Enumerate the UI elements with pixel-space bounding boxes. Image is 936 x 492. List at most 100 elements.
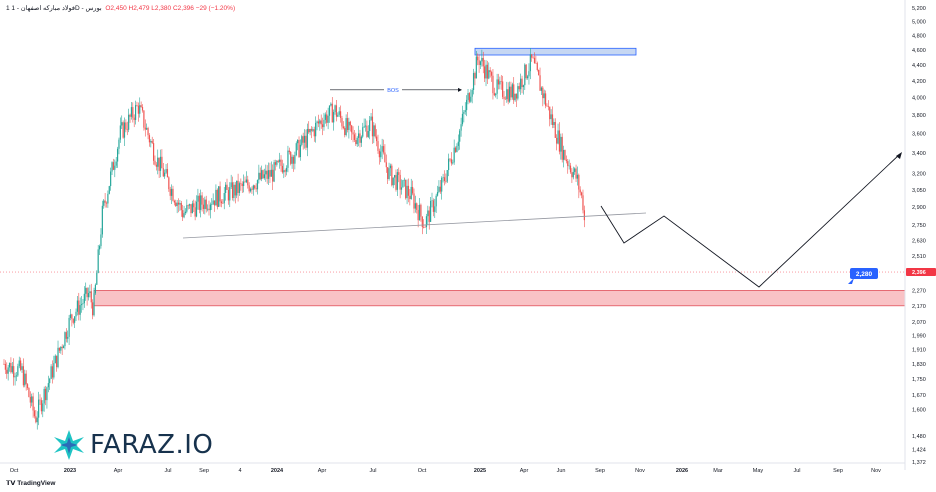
time-tick-label: Sep (199, 468, 209, 474)
candle-body (213, 200, 216, 206)
candle-body (518, 86, 520, 90)
candle-body (72, 318, 74, 323)
candle-body (10, 362, 12, 373)
candle-body (290, 152, 292, 164)
time-tick-label: Apr (520, 468, 529, 474)
candle-body (92, 302, 94, 316)
target-badge (850, 268, 878, 279)
candle-body (11, 366, 13, 373)
tradingview-label: TradingView (17, 480, 56, 487)
watermark-logo: FARAZ.IO (52, 428, 213, 462)
candle-body (104, 200, 106, 203)
candle-body (76, 300, 79, 312)
candle-body (394, 175, 396, 178)
candle-body (173, 200, 175, 203)
candle-body (333, 112, 335, 123)
candle-body (344, 128, 346, 136)
candle-body (266, 170, 268, 179)
candle-body (209, 204, 211, 211)
price-tick-label: 2,270 (912, 288, 926, 294)
price-tick-label: 1,480 (912, 434, 926, 440)
candle-body (449, 158, 451, 160)
candle-body (375, 136, 378, 142)
candle-body (50, 366, 52, 379)
candle-body (108, 186, 110, 194)
last-price-badge (906, 268, 936, 277)
price-tick-label: 5,200 (912, 6, 926, 12)
candle-body (391, 165, 393, 186)
candle-body (249, 188, 252, 192)
candle-body (345, 118, 347, 136)
candle-body (182, 210, 184, 218)
time-tick-label: 2024 (271, 468, 284, 474)
candle-body (80, 304, 83, 306)
candle-body (464, 110, 466, 112)
candle-body (353, 134, 356, 141)
time-tick-label: Jun (557, 468, 566, 474)
candle-body (553, 122, 555, 125)
candle-body (7, 367, 9, 374)
candle-body (450, 159, 452, 164)
candle-body (130, 107, 133, 117)
candle-body (272, 169, 274, 182)
projection-path (600, 153, 901, 288)
candle-body (255, 188, 257, 190)
candle-body (254, 185, 256, 189)
candle-body (436, 192, 439, 196)
candle-body (197, 195, 199, 202)
candle-body (28, 387, 30, 397)
candle-body (453, 147, 455, 163)
candle-body (380, 151, 382, 158)
candle-body (218, 186, 220, 207)
candle-body (294, 155, 296, 164)
candle-body (531, 54, 533, 58)
candle-body (205, 199, 207, 210)
candle-body (511, 84, 513, 98)
target-pointer (848, 278, 854, 284)
candle-body (31, 396, 33, 403)
candle-body (309, 128, 311, 133)
supply-zone (474, 47, 637, 56)
candle-body (32, 396, 34, 411)
candle-body (79, 305, 81, 315)
candle-body (258, 172, 260, 181)
candle-body (281, 165, 284, 173)
candle-body (226, 184, 228, 190)
candle-body (129, 114, 131, 117)
price-tick-label: 1,990 (912, 333, 926, 339)
candle-body (299, 144, 302, 158)
candle-body (560, 136, 562, 152)
price-tick-label: 2,510 (912, 254, 926, 260)
bos-arrow-head (458, 87, 462, 92)
candle-body (49, 378, 51, 384)
candles (3, 48, 585, 430)
candle-body (396, 172, 398, 190)
candle-body (234, 184, 236, 196)
candle-body (439, 186, 441, 192)
candle-body (305, 135, 307, 148)
candle-body (385, 162, 387, 168)
candle-body (284, 170, 286, 172)
candle-body (292, 156, 295, 164)
candle-body (302, 136, 304, 143)
candle-body (438, 186, 440, 193)
candle-body (384, 152, 386, 163)
candle-body (222, 203, 224, 204)
candle-body (6, 369, 8, 374)
candle-body (355, 140, 357, 145)
time-tick-label: 2023 (64, 468, 76, 474)
price-tick-label: 3,800 (912, 113, 926, 119)
tradingview-badge[interactable]: 𝗧𝗩 TradingView (6, 479, 55, 487)
candle-body (116, 148, 119, 162)
candle-body (148, 135, 151, 143)
candle-body (101, 205, 103, 235)
candle-body (200, 195, 202, 210)
candle-body (166, 169, 169, 178)
price-tick-label: 4,000 (912, 95, 926, 101)
candle-body (395, 175, 397, 190)
candle-body (348, 121, 350, 131)
candle-body (122, 122, 124, 138)
candle-body (526, 76, 529, 79)
price-tick-label: 3,600 (912, 131, 926, 137)
